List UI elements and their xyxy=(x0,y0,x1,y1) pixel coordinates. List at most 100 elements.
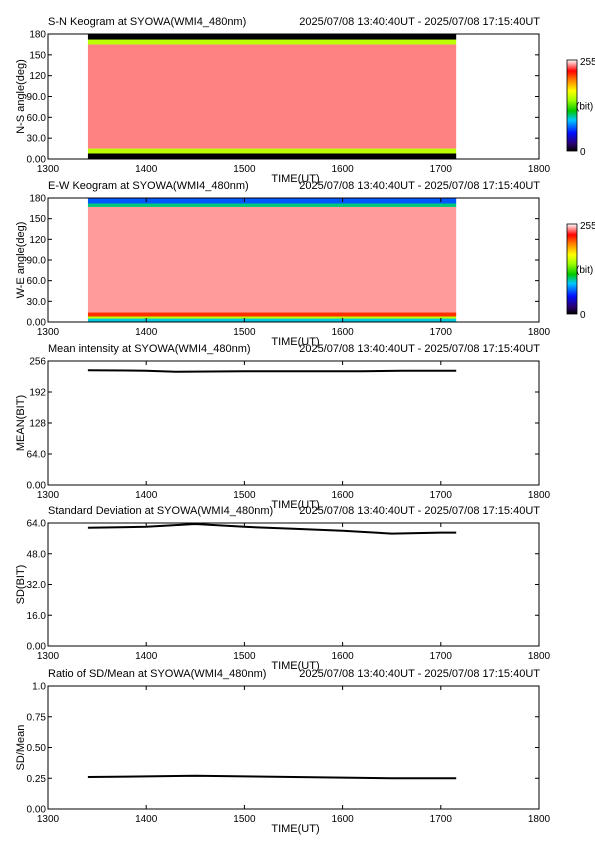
x-tick-label: 1800 xyxy=(528,814,551,825)
x-tick-label: 1600 xyxy=(331,651,354,662)
series-line xyxy=(87,522,457,535)
y-tick-label: 60.0 xyxy=(27,276,47,287)
time-range-label: 2025/07/08 13:40:40UT - 2025/07/08 17:15… xyxy=(299,505,540,517)
plot-frame xyxy=(47,685,540,810)
y-tick-label: 0.50 xyxy=(27,743,47,754)
x-axis-label: TIME(UT) xyxy=(271,499,319,511)
keogram-band-1 xyxy=(87,318,457,322)
keogram-band-5 xyxy=(87,203,457,207)
x-axis-label: TIME(UT) xyxy=(271,660,319,672)
chart-title: E-W Keogram at SYOWA(WMI4_480nm) xyxy=(48,180,249,192)
series-line xyxy=(87,369,457,373)
x-tick-label: 1400 xyxy=(135,651,158,662)
keogram-band-3 xyxy=(87,312,457,317)
y-axis-label: MEAN(BIT) xyxy=(15,395,27,451)
y-tick-label: 150 xyxy=(29,214,46,225)
plot-frame xyxy=(47,360,540,486)
x-tick-label: 1800 xyxy=(528,164,551,175)
colorbar-unit-label: (bit) xyxy=(576,265,593,276)
y-tick-label: 0.00 xyxy=(27,155,47,166)
keogram-band-3 xyxy=(87,44,457,149)
keogram-band-6 xyxy=(87,198,457,204)
y-tick-label: 30.0 xyxy=(27,134,47,145)
y-tick-label: 180 xyxy=(29,194,46,205)
plot-frame xyxy=(47,522,540,647)
keogram-band-1 xyxy=(87,153,457,159)
keogram-band-4 xyxy=(87,39,457,45)
x-tick-label: 1300 xyxy=(37,814,60,825)
time-range-label: 2025/07/08 13:40:40UT - 2025/07/08 17:15… xyxy=(299,343,540,355)
x-tick-label: 1700 xyxy=(430,164,453,175)
x-tick-label: 1300 xyxy=(37,327,60,338)
chart-panel-2: E-W Keogram at SYOWA(WMI4_480nm) 2025/07/… xyxy=(15,180,595,348)
y-tick-label: 16.0 xyxy=(27,611,47,622)
x-tick-label: 1800 xyxy=(528,490,551,501)
x-tick-label: 1600 xyxy=(331,164,354,175)
chart-panel-4: Standard Deviation at SYOWA(WMI4_480nm) 2… xyxy=(15,505,551,672)
time-range-label: 2025/07/08 13:40:40UT - 2025/07/08 17:15… xyxy=(299,16,540,28)
y-tick-label: 256 xyxy=(29,357,46,368)
x-tick-label: 1500 xyxy=(233,327,256,338)
y-tick-label: 0.75 xyxy=(27,712,47,723)
y-tick-label: 90.0 xyxy=(27,256,47,267)
colorbar-min-label: 0 xyxy=(580,310,586,321)
y-tick-label: 60.0 xyxy=(27,113,47,124)
y-tick-label: 180 xyxy=(29,30,46,41)
x-tick-label: 1300 xyxy=(37,164,60,175)
x-tick-label: 1600 xyxy=(331,814,354,825)
y-tick-label: 0.00 xyxy=(27,481,47,492)
x-tick-label: 1400 xyxy=(135,490,158,501)
x-tick-label: 1700 xyxy=(430,327,453,338)
keogram-band-5 xyxy=(87,34,457,40)
x-axis-label: TIME(UT) xyxy=(271,336,319,348)
series-line xyxy=(87,774,457,780)
colorbar xyxy=(566,223,578,315)
y-tick-label: 120 xyxy=(29,235,46,246)
x-tick-label: 1300 xyxy=(37,490,60,501)
y-tick-label: 32.0 xyxy=(27,580,47,591)
chart-title: Mean intensity at SYOWA(WMI4_480nm) xyxy=(48,343,251,355)
x-tick-label: 1400 xyxy=(135,164,158,175)
chart-title: Ratio of SD/Mean at SYOWA(WMI4_480nm) xyxy=(48,668,266,680)
y-tick-label: 120 xyxy=(29,71,46,82)
x-tick-label: 1400 xyxy=(135,327,158,338)
y-tick-label: 128 xyxy=(29,419,46,430)
y-tick-label: 0.00 xyxy=(27,642,47,653)
y-tick-label: 0.25 xyxy=(27,774,47,785)
y-axis-label: SD(BIT) xyxy=(15,565,27,605)
x-tick-label: 1700 xyxy=(430,651,453,662)
x-tick-label: 1500 xyxy=(233,651,256,662)
y-tick-label: 1.0 xyxy=(32,682,46,693)
x-tick-label: 1700 xyxy=(430,490,453,501)
chart-panel-1: S-N Keogram at SYOWA(WMI4_480nm) 2025/07/… xyxy=(15,16,595,185)
colorbar-unit-label: (bit) xyxy=(576,102,593,113)
y-tick-label: 0.00 xyxy=(27,805,47,816)
chart-panel-3: Mean intensity at SYOWA(WMI4_480nm) 2025/… xyxy=(15,343,551,511)
colorbar-max-label: 255 xyxy=(580,221,595,232)
x-tick-label: 1500 xyxy=(233,164,256,175)
x-tick-label: 1500 xyxy=(233,490,256,501)
y-tick-label: 64.0 xyxy=(27,450,47,461)
x-tick-label: 1600 xyxy=(331,327,354,338)
y-tick-label: 0.00 xyxy=(27,318,47,329)
x-tick-label: 1500 xyxy=(233,814,256,825)
y-tick-label: 90.0 xyxy=(27,92,47,103)
chart-panel-5: Ratio of SD/Mean at SYOWA(WMI4_480nm) 202… xyxy=(15,668,551,835)
time-range-label: 2025/07/08 13:40:40UT - 2025/07/08 17:15… xyxy=(299,668,540,680)
y-tick-label: 48.0 xyxy=(27,549,47,560)
x-axis-label: TIME(UT) xyxy=(271,823,319,835)
time-range-label: 2025/07/08 13:40:40UT - 2025/07/08 17:15… xyxy=(299,180,540,192)
chart-title: S-N Keogram at SYOWA(WMI4_480nm) xyxy=(48,16,246,28)
x-axis-label: TIME(UT) xyxy=(271,173,319,185)
colorbar xyxy=(566,59,578,152)
y-axis-label: W-E angle(deg) xyxy=(15,222,27,299)
keogram-band-2 xyxy=(87,148,457,154)
x-tick-label: 1400 xyxy=(135,814,158,825)
y-axis-label: N-S angle(deg) xyxy=(15,59,27,134)
y-axis-label: SD/Mean xyxy=(15,725,27,771)
colorbar-max-label: 255 xyxy=(580,57,595,68)
colorbar-min-label: 0 xyxy=(580,147,586,158)
y-tick-label: 150 xyxy=(29,50,46,61)
keogram-band-2 xyxy=(87,316,457,319)
